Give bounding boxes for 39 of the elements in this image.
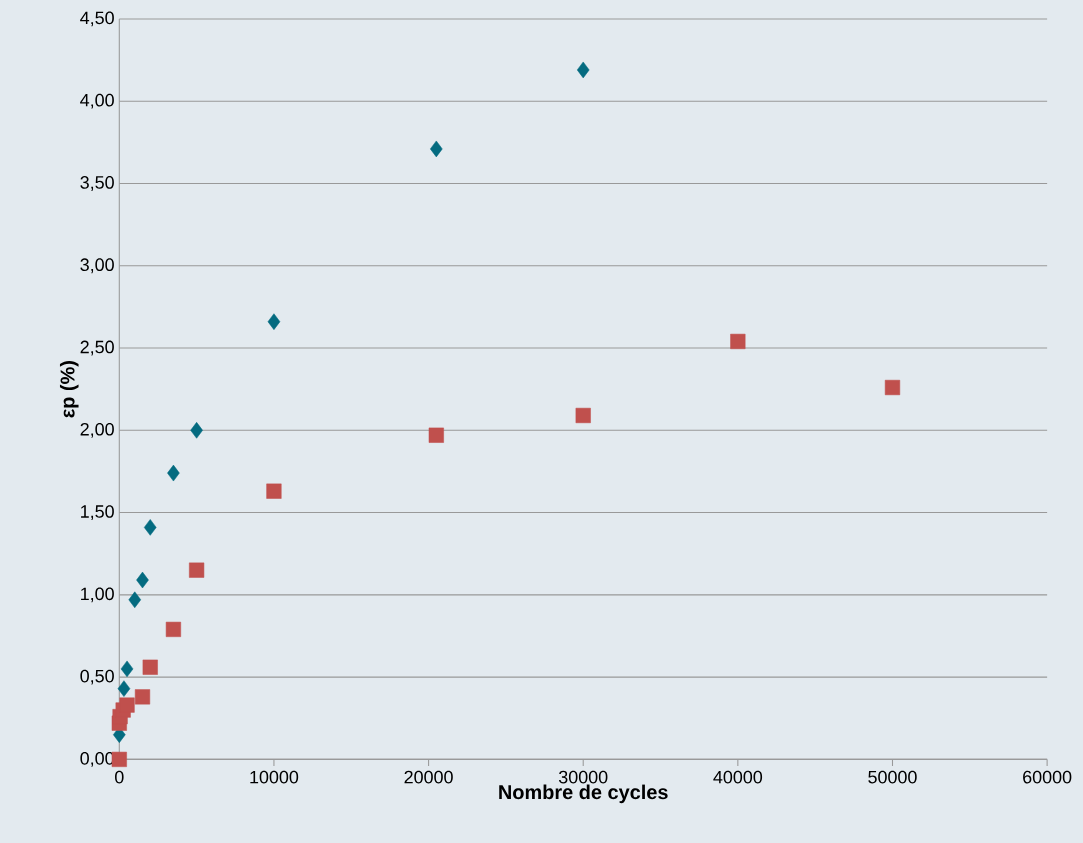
x-axis-title: Nombre de cycles xyxy=(499,784,668,804)
point xyxy=(730,333,746,349)
x-tick-label: 30000 xyxy=(558,770,608,784)
x-tick-label: 10000 xyxy=(250,770,299,784)
point xyxy=(143,519,157,536)
point xyxy=(190,422,203,439)
point xyxy=(167,464,180,482)
point xyxy=(576,61,590,79)
y-tick-label: 3,50 xyxy=(80,176,114,191)
y-tick-label: 2,00 xyxy=(80,422,114,438)
point xyxy=(267,313,281,330)
point xyxy=(142,659,158,675)
x-tick-label: 50000 xyxy=(868,770,917,784)
point xyxy=(428,427,444,443)
y-tick-label: 1,50 xyxy=(81,505,114,520)
x-tick-label: 40000 xyxy=(713,770,763,784)
point xyxy=(134,689,151,705)
y-tick-label: 1,00 xyxy=(81,587,114,603)
point xyxy=(120,660,134,678)
y-tick-label: 4,50 xyxy=(80,11,114,27)
point xyxy=(430,140,443,158)
y-tick-label: 0,50 xyxy=(80,669,114,685)
x-tick-label: 0 xyxy=(115,770,124,784)
y-tick-label: 2,50 xyxy=(80,340,114,356)
point xyxy=(117,680,131,697)
point xyxy=(884,379,901,396)
point xyxy=(266,483,282,499)
point xyxy=(165,621,181,637)
point xyxy=(189,562,205,578)
y-tick-label: 4,00 xyxy=(80,93,114,109)
point xyxy=(111,751,127,767)
x-tick-label: 60000 xyxy=(1023,770,1072,784)
y-axis-title: εp (%) xyxy=(59,361,79,418)
point xyxy=(136,571,149,589)
x-tick-label: 20000 xyxy=(404,770,453,784)
point xyxy=(128,591,142,608)
y-tick-label: 3,00 xyxy=(80,258,114,274)
point xyxy=(119,697,135,713)
point xyxy=(575,407,591,424)
